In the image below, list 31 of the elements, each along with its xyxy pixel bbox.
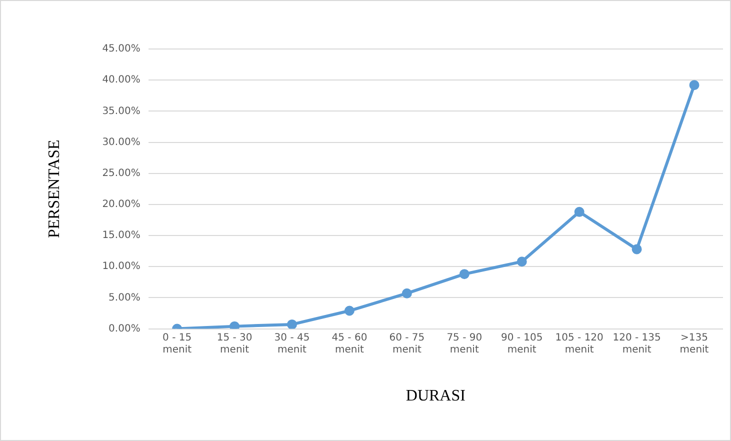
- point: [459, 269, 470, 280]
- x-axis-title: DURASI: [406, 388, 466, 405]
- y-tick-label: 45.00%: [102, 44, 140, 55]
- y-tick-label: 15.00%: [102, 230, 140, 242]
- x-tick-label: 90 - 105 menit: [500, 332, 543, 356]
- point: [287, 319, 297, 329]
- point: [230, 321, 240, 329]
- x-tick-label: 45 - 60 menit: [332, 332, 368, 356]
- y-axis-title: PERSENTASE: [46, 140, 63, 238]
- y-tick-label: 35.00%: [102, 106, 140, 117]
- y-tick-label: 20.00%: [102, 199, 140, 210]
- point: [574, 206, 584, 217]
- x-tick-label: >135 menit: [680, 332, 709, 356]
- point: [632, 244, 642, 254]
- y-tick-label: 40.00%: [102, 74, 140, 86]
- x-tick-label: 0 - 15 menit: [162, 332, 192, 356]
- y-tick-label: 5.00%: [108, 292, 140, 304]
- x-tick-label: 30 - 45 menit: [274, 332, 310, 356]
- y-tick-label: 30.00%: [102, 136, 140, 148]
- x-tick-label: 15 - 30 menit: [216, 332, 252, 356]
- y-tick-label: 10.00%: [102, 261, 140, 272]
- x-tick-label: 75 - 90 menit: [446, 332, 482, 356]
- point: [402, 288, 412, 298]
- x-tick-label: 105 - 120 menit: [555, 332, 604, 356]
- y-tick-label: 25.00%: [102, 168, 140, 179]
- point: [516, 256, 527, 267]
- point: [344, 306, 354, 316]
- x-tick-label: 120 - 135 menit: [612, 332, 661, 356]
- x-tick-label: 60 - 75 menit: [389, 332, 425, 356]
- y-tick-label: 0.00%: [108, 323, 140, 334]
- point: [689, 80, 700, 90]
